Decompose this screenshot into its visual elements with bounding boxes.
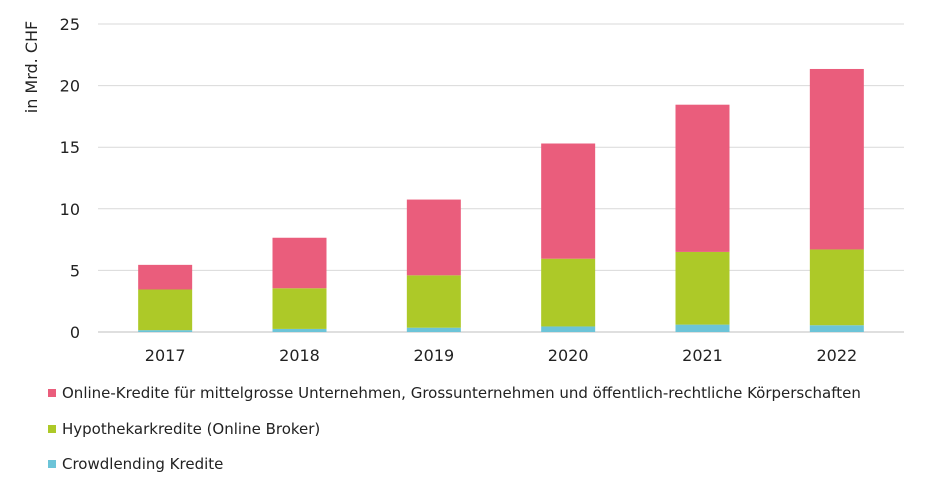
legend-item-online-kredite: Online-Kredite für mittelgrosse Unterneh… (48, 384, 861, 402)
x-tick-label: 2021 (682, 346, 723, 365)
bar-segment (272, 288, 327, 329)
stacked-bar-chart: 0 5 10 15 20 25 2017 2018 2019 2020 2021 2022 in M… (22, 15, 904, 365)
bar-segment (809, 68, 864, 250)
y-tick-label: 25 (60, 15, 80, 34)
y-tick-label: 15 (60, 138, 80, 157)
bar-segment (675, 324, 730, 332)
bars (138, 68, 864, 332)
legend-label-online-kredite: Online-Kredite für mittelgrosse Unterneh… (62, 384, 861, 402)
bar-segment (541, 258, 596, 327)
bar-segment (406, 275, 461, 328)
grid-lines (98, 23, 904, 333)
bar-segment (675, 104, 730, 252)
legend-swatch-hypothekarkredite (48, 425, 56, 433)
legend-swatch-crowdlending (48, 460, 56, 468)
y-axis-label: in Mrd. CHF (22, 21, 41, 114)
x-tick-label: 2017 (145, 346, 186, 365)
legend-label-crowdlending: Crowdlending Kredite (62, 455, 224, 473)
bar-segment (541, 143, 596, 259)
bar-segment (406, 199, 461, 276)
x-tick-label: 2019 (413, 346, 454, 365)
x-tick-label: 2018 (279, 346, 320, 365)
x-tick-label: 2020 (548, 346, 589, 365)
bar-segment (675, 251, 730, 325)
y-tick-label: 5 (70, 261, 80, 280)
legend-item-crowdlending: Crowdlending Kredite (48, 455, 223, 473)
x-tick-labels: 2017 2018 2019 2020 2021 2022 (145, 346, 857, 365)
bar-segment (272, 328, 327, 332)
legend-item-hypothekarkredite: Hypothekarkredite (Online Broker) (48, 420, 320, 438)
bar-segment (138, 289, 193, 331)
bar-segment (138, 330, 193, 332)
legend-swatch-online-kredite (48, 389, 56, 397)
bar-segment (809, 249, 864, 326)
bar-segment (809, 325, 864, 332)
bar-segment (406, 327, 461, 332)
y-tick-label: 10 (60, 200, 80, 219)
bar-segment (272, 237, 327, 289)
legend-label-hypothekarkredite: Hypothekarkredite (Online Broker) (62, 420, 321, 438)
bar-segment (138, 264, 193, 290)
bar-segment (541, 326, 596, 332)
y-tick-labels: 0 5 10 15 20 25 (60, 15, 80, 342)
y-tick-label: 20 (60, 77, 80, 96)
x-tick-label: 2022 (816, 346, 857, 365)
y-tick-label: 0 (70, 323, 80, 342)
